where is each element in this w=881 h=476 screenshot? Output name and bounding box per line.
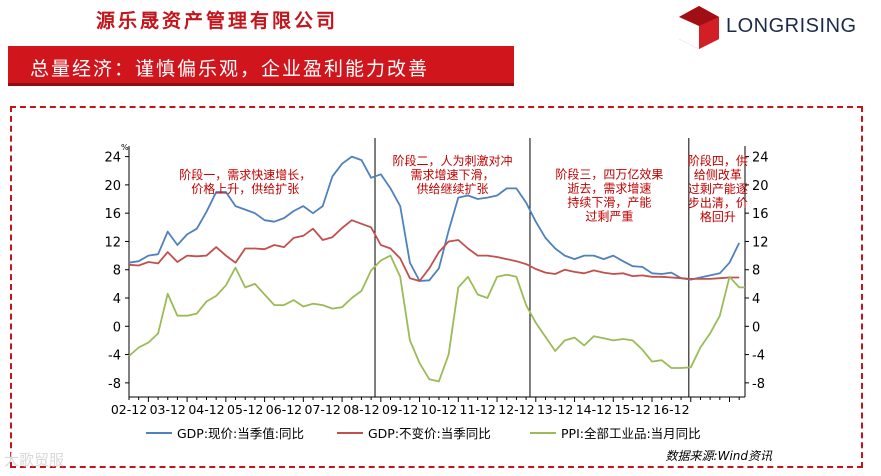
phase-annotation-2: 阶段二，人为刺激对冲	[392, 153, 512, 168]
series-line-2	[128, 219, 740, 282]
y-tick-label-right: -4	[752, 349, 765, 364]
y-tick-label-left: 16	[104, 207, 121, 222]
legend-label-3: PPI:全部工业品:当月同比	[561, 426, 701, 441]
longrising-logo-icon	[679, 6, 719, 49]
x-tick-label: 07-12	[305, 402, 341, 417]
chart-frame	[10, 106, 863, 468]
phase-annotation-1: 价格上升，供给扩张	[191, 181, 299, 196]
y-tick-label-right: 24	[752, 151, 769, 166]
unit-label: %	[121, 143, 129, 152]
x-tick-label: 02-12	[111, 402, 147, 417]
logo-text: LONGRISING	[726, 15, 857, 37]
y-tick-label-right: 0	[752, 320, 760, 335]
phase-annotation-4: 过剩产能逐	[688, 182, 748, 196]
x-tick-label: 08-12	[343, 402, 379, 417]
x-tick-label: 03-12	[150, 402, 186, 417]
y-tick-label-left: 12	[104, 235, 121, 250]
y-tick-label-right: 4	[752, 292, 760, 307]
x-tick-label: 04-12	[188, 402, 224, 417]
phase-annotation-3: 阶段三，四万亿效果	[555, 167, 663, 182]
series-line-1	[128, 155, 741, 282]
phase-annotation-2: 供给继续扩张	[416, 182, 488, 196]
phase-annotation-1: 阶段一，需求快速增长，	[179, 167, 311, 182]
y-tick-label-left: 8	[113, 264, 121, 279]
y-tick-label-left: -4	[108, 349, 121, 364]
phase-annotation-3: 过剩严重	[585, 210, 633, 224]
x-tick-label: 15-12	[614, 402, 650, 417]
y-tick-label-right: 8	[752, 264, 760, 279]
y-tick-label-left: 0	[113, 320, 121, 335]
phase-annotation-4: 步出清，价	[688, 196, 748, 210]
y-tick-label-left: 4	[113, 292, 121, 307]
y-tick-label-right: 12	[752, 235, 769, 250]
x-tick-label: 06-12	[266, 402, 302, 417]
x-tick-label: 13-12	[537, 402, 573, 417]
company-name: 源乐晟资产管理有限公司	[96, 10, 339, 32]
phase-annotation-3: 逝去，需求增速	[567, 182, 651, 196]
y-tick-label-right: 16	[752, 207, 769, 222]
phase-annotation-4: 格回升	[700, 209, 736, 224]
y-tick-label-left: 20	[104, 179, 121, 194]
x-tick-label: 12-12	[498, 402, 534, 417]
legend-label-1: GDP:现价:当季值:同比	[177, 426, 304, 441]
legend-label-2: GDP:不变价:当季同比	[368, 426, 491, 441]
phase-annotation-3: 持续下滑，产能	[567, 195, 651, 210]
phase-annotation-2: 需求增速下滑，	[410, 168, 494, 182]
phase-annotation-4: 给侧改革	[694, 168, 742, 182]
data-source: 数据来源:Wind资讯	[666, 449, 773, 463]
phase-annotation-4: 阶段四，供	[688, 153, 748, 168]
watermark: 大歌贸服	[4, 451, 65, 469]
x-tick-label: 09-12	[382, 402, 418, 417]
banner-title: 总量经济：谨慎偏乐观，企业盈利能力改善	[30, 58, 430, 80]
y-tick-label-right: 20	[752, 179, 769, 194]
x-tick-label: 14-12	[576, 402, 612, 417]
y-tick-label-left: 24	[104, 151, 121, 166]
series-line-3	[128, 254, 745, 383]
section-banner: 总量经济：谨慎偏乐观，企业盈利能力改善	[8, 46, 514, 86]
x-tick-label: 10-12	[421, 402, 457, 417]
x-tick-label: 16-12	[653, 402, 689, 417]
x-tick-label: 05-12	[227, 402, 263, 417]
y-tick-label-left: -8	[108, 377, 121, 392]
x-tick-label: 11-12	[460, 402, 496, 417]
y-tick-label-right: -8	[752, 377, 765, 392]
